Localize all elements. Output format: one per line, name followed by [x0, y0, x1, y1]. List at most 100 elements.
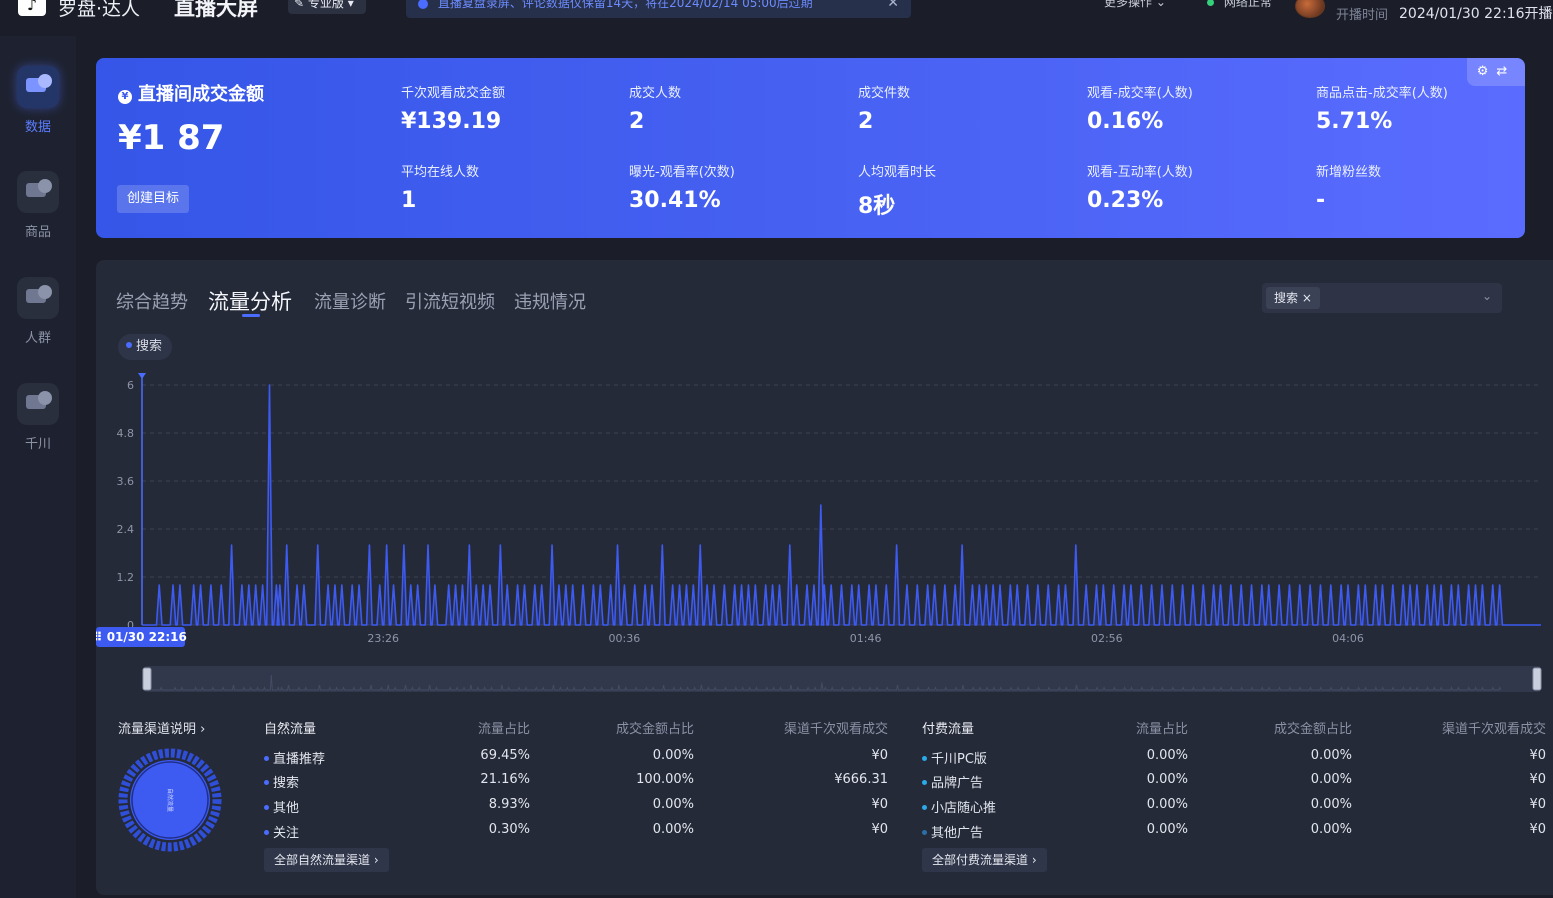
more-ops-label: 更多操作 — [1104, 0, 1153, 9]
brand-name: 罗盘·达人 — [58, 0, 141, 20]
sidebar-item-label: 千川 — [24, 437, 51, 452]
douyin-logo-icon: ♪ — [18, 0, 46, 16]
metric-exposure-view-rate: 曝光-观看率(次数) 30.41% — [629, 161, 735, 213]
row-label: 搜索 — [273, 776, 300, 791]
table-cell: ¥0 — [871, 748, 888, 763]
metric-avg-watch-time: 人均观看时长 8秒 — [858, 161, 936, 220]
col-header-share: 流量占比 — [477, 722, 530, 737]
y-tick-label: 3.6 — [117, 475, 135, 488]
legend-label: 搜索 — [136, 339, 163, 354]
tab-traffic-diagnosis[interactable]: 流量诊断 — [314, 292, 386, 313]
table-cell: 0.30% — [488, 822, 530, 837]
top-bar: ♪ 罗盘·达人 直播大屏 ✎ 专业版 ▾ 直播复盘录屏、评论数据仅保留14天，将… — [0, 0, 1553, 36]
table-cell: ¥0 — [1529, 772, 1546, 787]
table-cell: 100.00% — [636, 772, 694, 787]
donut-label: 自然流量 — [166, 788, 174, 812]
all-natural-channels-button[interactable]: 全部自然流量渠道 › — [264, 848, 389, 872]
legend-dot-icon — [126, 342, 132, 348]
chevron-right-icon: › — [1031, 853, 1037, 867]
edition-dropdown[interactable]: ✎ 专业版 ▾ — [288, 0, 366, 14]
natural-row-name: 直播推荐 — [264, 748, 325, 767]
metric-click-conversion: 商品点击-成交率(人数) 5.71% — [1316, 82, 1448, 134]
close-icon[interactable]: ✕ — [887, 0, 899, 11]
tab-short-videos[interactable]: 引流短视频 — [405, 292, 495, 313]
start-time-value: 2024/01/30 22:16开播, — [1399, 6, 1553, 22]
y-tick-label: 4.8 — [117, 427, 135, 440]
y-tick-label: 1.2 — [117, 571, 135, 584]
row-label: 其他 — [273, 801, 300, 816]
sidebar-item-audience[interactable]: 人群 — [0, 277, 76, 367]
metric-label: 成交件数 — [858, 86, 911, 101]
notice-text: 直播复盘录屏、评论数据仅保留14天，将在2024/02/14 05:00后过期 — [437, 0, 813, 10]
avatar[interactable] — [1295, 0, 1325, 18]
channel-filter-select[interactable]: 搜索 × ⌄ — [1262, 283, 1502, 313]
analysis-panel: 综合趋势 流量分析 流量诊断 引流短视频 违规情况 搜索 × ⌄ 搜索 0 1.2… — [96, 260, 1553, 895]
sidebar-item-label: 人群 — [24, 331, 51, 346]
edit-icon: ✎ — [294, 0, 305, 10]
settings-gear-icon[interactable]: ⚙ — [1476, 64, 1497, 79]
natural-traffic-title: 自然流量 — [264, 722, 317, 737]
row-label: 千川PC版 — [931, 752, 987, 767]
table-cell: ¥0 — [1529, 822, 1546, 837]
col-header-gmv-share: 成交金额占比 — [1273, 722, 1352, 737]
sidebar-item-qianchuan[interactable]: 千川 — [0, 383, 76, 473]
channel-explain-link[interactable]: 流量渠道说明 › — [118, 718, 205, 737]
metric-label: 商品点击-成交率(人数) — [1316, 86, 1448, 101]
tab-overall-trend[interactable]: 综合趋势 — [116, 292, 188, 313]
table-cell: 0.00% — [1310, 797, 1352, 812]
metrics-card: ¥ 直播间成交金额 ¥1 87 创建目标 千次观看成交金额 ¥139.19 成交人… — [96, 58, 1525, 238]
start-time-badge — [96, 627, 185, 647]
more-ops-menu[interactable]: 更多操作 ⌄ — [1104, 0, 1166, 10]
button-label: 全部自然流量渠道 — [274, 853, 371, 867]
metric-value: 8秒 — [858, 194, 896, 219]
metric-new-followers: 新增粉丝数 - — [1316, 161, 1381, 213]
create-goal-button[interactable]: 创建目标 — [117, 185, 190, 213]
sidebar-item-data[interactable]: 数据 — [0, 66, 76, 156]
paid-row-name: 千川PC版 — [922, 748, 987, 767]
switch-icon[interactable]: ⇄ — [1496, 64, 1516, 79]
metric-label: 观看-成交率(人数) — [1087, 86, 1193, 101]
natural-row-name: 其他 — [264, 797, 299, 816]
range-slider-track[interactable] — [144, 666, 1541, 692]
metric-avg-online: 平均在线人数 1 — [401, 161, 479, 213]
table-cell: 0.00% — [1146, 797, 1188, 812]
paid-row-name: 其他广告 — [922, 822, 983, 841]
series-line-search — [142, 384, 1541, 626]
table-cell: 8.93% — [488, 797, 530, 812]
metric-value: 2 — [629, 109, 645, 134]
chevron-right-icon: › — [373, 853, 379, 867]
all-paid-channels-button[interactable]: 全部付费流量渠道 › — [922, 848, 1047, 872]
natural-row-name: 搜索 — [264, 772, 299, 791]
card-tools: ⚙⇄ — [1467, 58, 1525, 86]
sidebar-item-label: 数据 — [24, 120, 51, 135]
network-status-label: 网络正常 — [1223, 0, 1272, 9]
metric-label: 平均在线人数 — [401, 165, 480, 180]
y-tick-label: 2.4 — [117, 523, 135, 536]
metric-value: 0.16% — [1087, 109, 1164, 134]
gmv-title: ¥ 直播间成交金额 — [118, 80, 264, 106]
chart-legend-search[interactable]: 搜索 — [118, 334, 173, 360]
metric-label: 人均观看时长 — [858, 165, 937, 180]
filter-chip-search[interactable]: 搜索 × — [1266, 287, 1320, 309]
table-cell: 69.45% — [480, 748, 530, 763]
edition-label: 专业版 — [307, 0, 344, 10]
metric-buyers: 成交人数 2 — [629, 82, 681, 134]
table-cell: 0.00% — [652, 797, 694, 812]
sidebar-item-products[interactable]: 商品 — [0, 171, 76, 261]
metric-items-sold: 成交件数 2 — [858, 82, 910, 134]
row-dot-icon — [264, 805, 269, 810]
y-tick-label: 6 — [127, 379, 134, 392]
row-label: 直播推荐 — [273, 752, 326, 767]
col-header-gpm: 渠道千次观看成交 — [1441, 722, 1546, 737]
range-handle-left[interactable] — [142, 667, 152, 691]
tab-violations[interactable]: 违规情况 — [514, 292, 586, 313]
shopping-cart-icon — [17, 171, 59, 213]
tab-traffic-analysis[interactable]: 流量分析 — [208, 290, 292, 314]
metric-gpm: 千次观看成交金额 ¥139.19 — [401, 82, 505, 134]
range-handle-right[interactable] — [1532, 667, 1542, 691]
x-tick-label: 23:26 — [367, 632, 399, 645]
paid-row-name: 品牌广告 — [922, 772, 983, 791]
x-tick-label: 04:06 — [1332, 632, 1364, 645]
data-dashboard-icon — [17, 66, 59, 108]
x-tick-label: 01:46 — [850, 632, 882, 645]
